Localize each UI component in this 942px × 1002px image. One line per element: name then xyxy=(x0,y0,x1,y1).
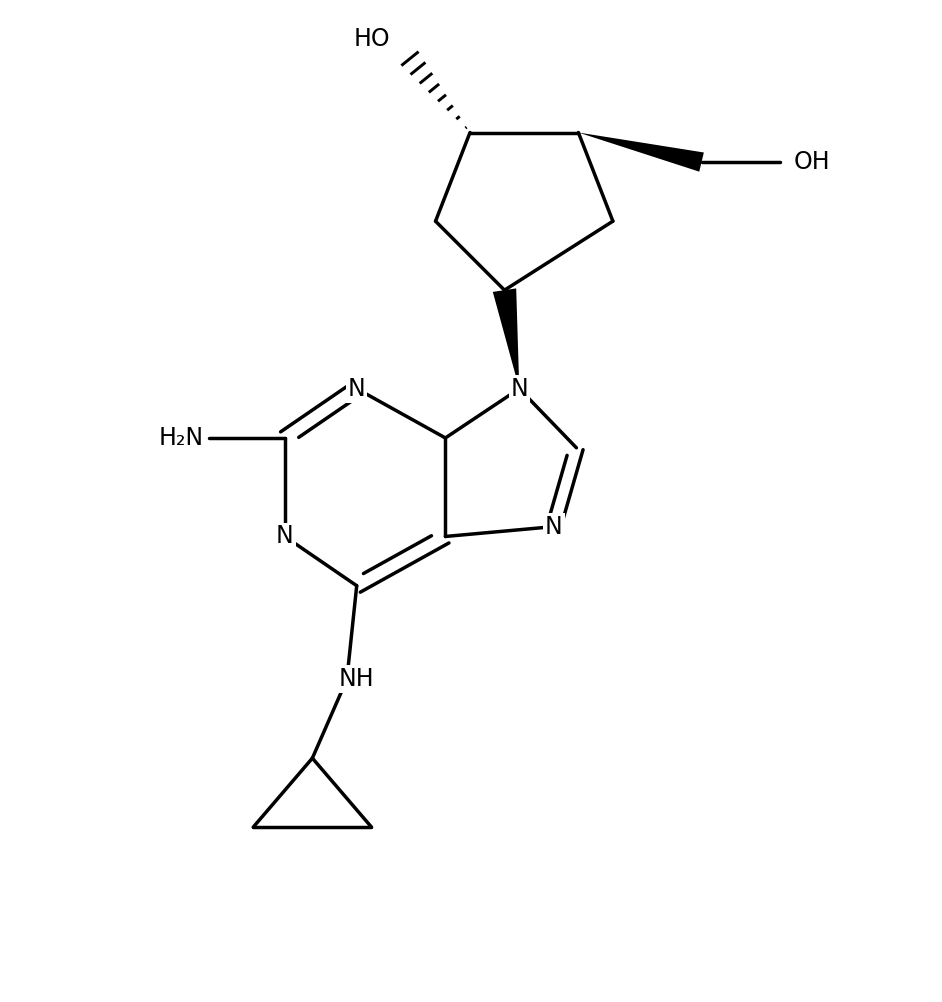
Polygon shape xyxy=(493,289,519,389)
Text: H₂N: H₂N xyxy=(159,426,204,450)
Text: OH: OH xyxy=(793,150,830,174)
Text: NH: NH xyxy=(339,667,375,691)
Text: N: N xyxy=(348,377,365,401)
Text: HO: HO xyxy=(353,27,390,51)
Polygon shape xyxy=(578,132,704,171)
Text: N: N xyxy=(544,515,562,539)
Text: N: N xyxy=(511,377,528,401)
Text: N: N xyxy=(276,524,294,548)
